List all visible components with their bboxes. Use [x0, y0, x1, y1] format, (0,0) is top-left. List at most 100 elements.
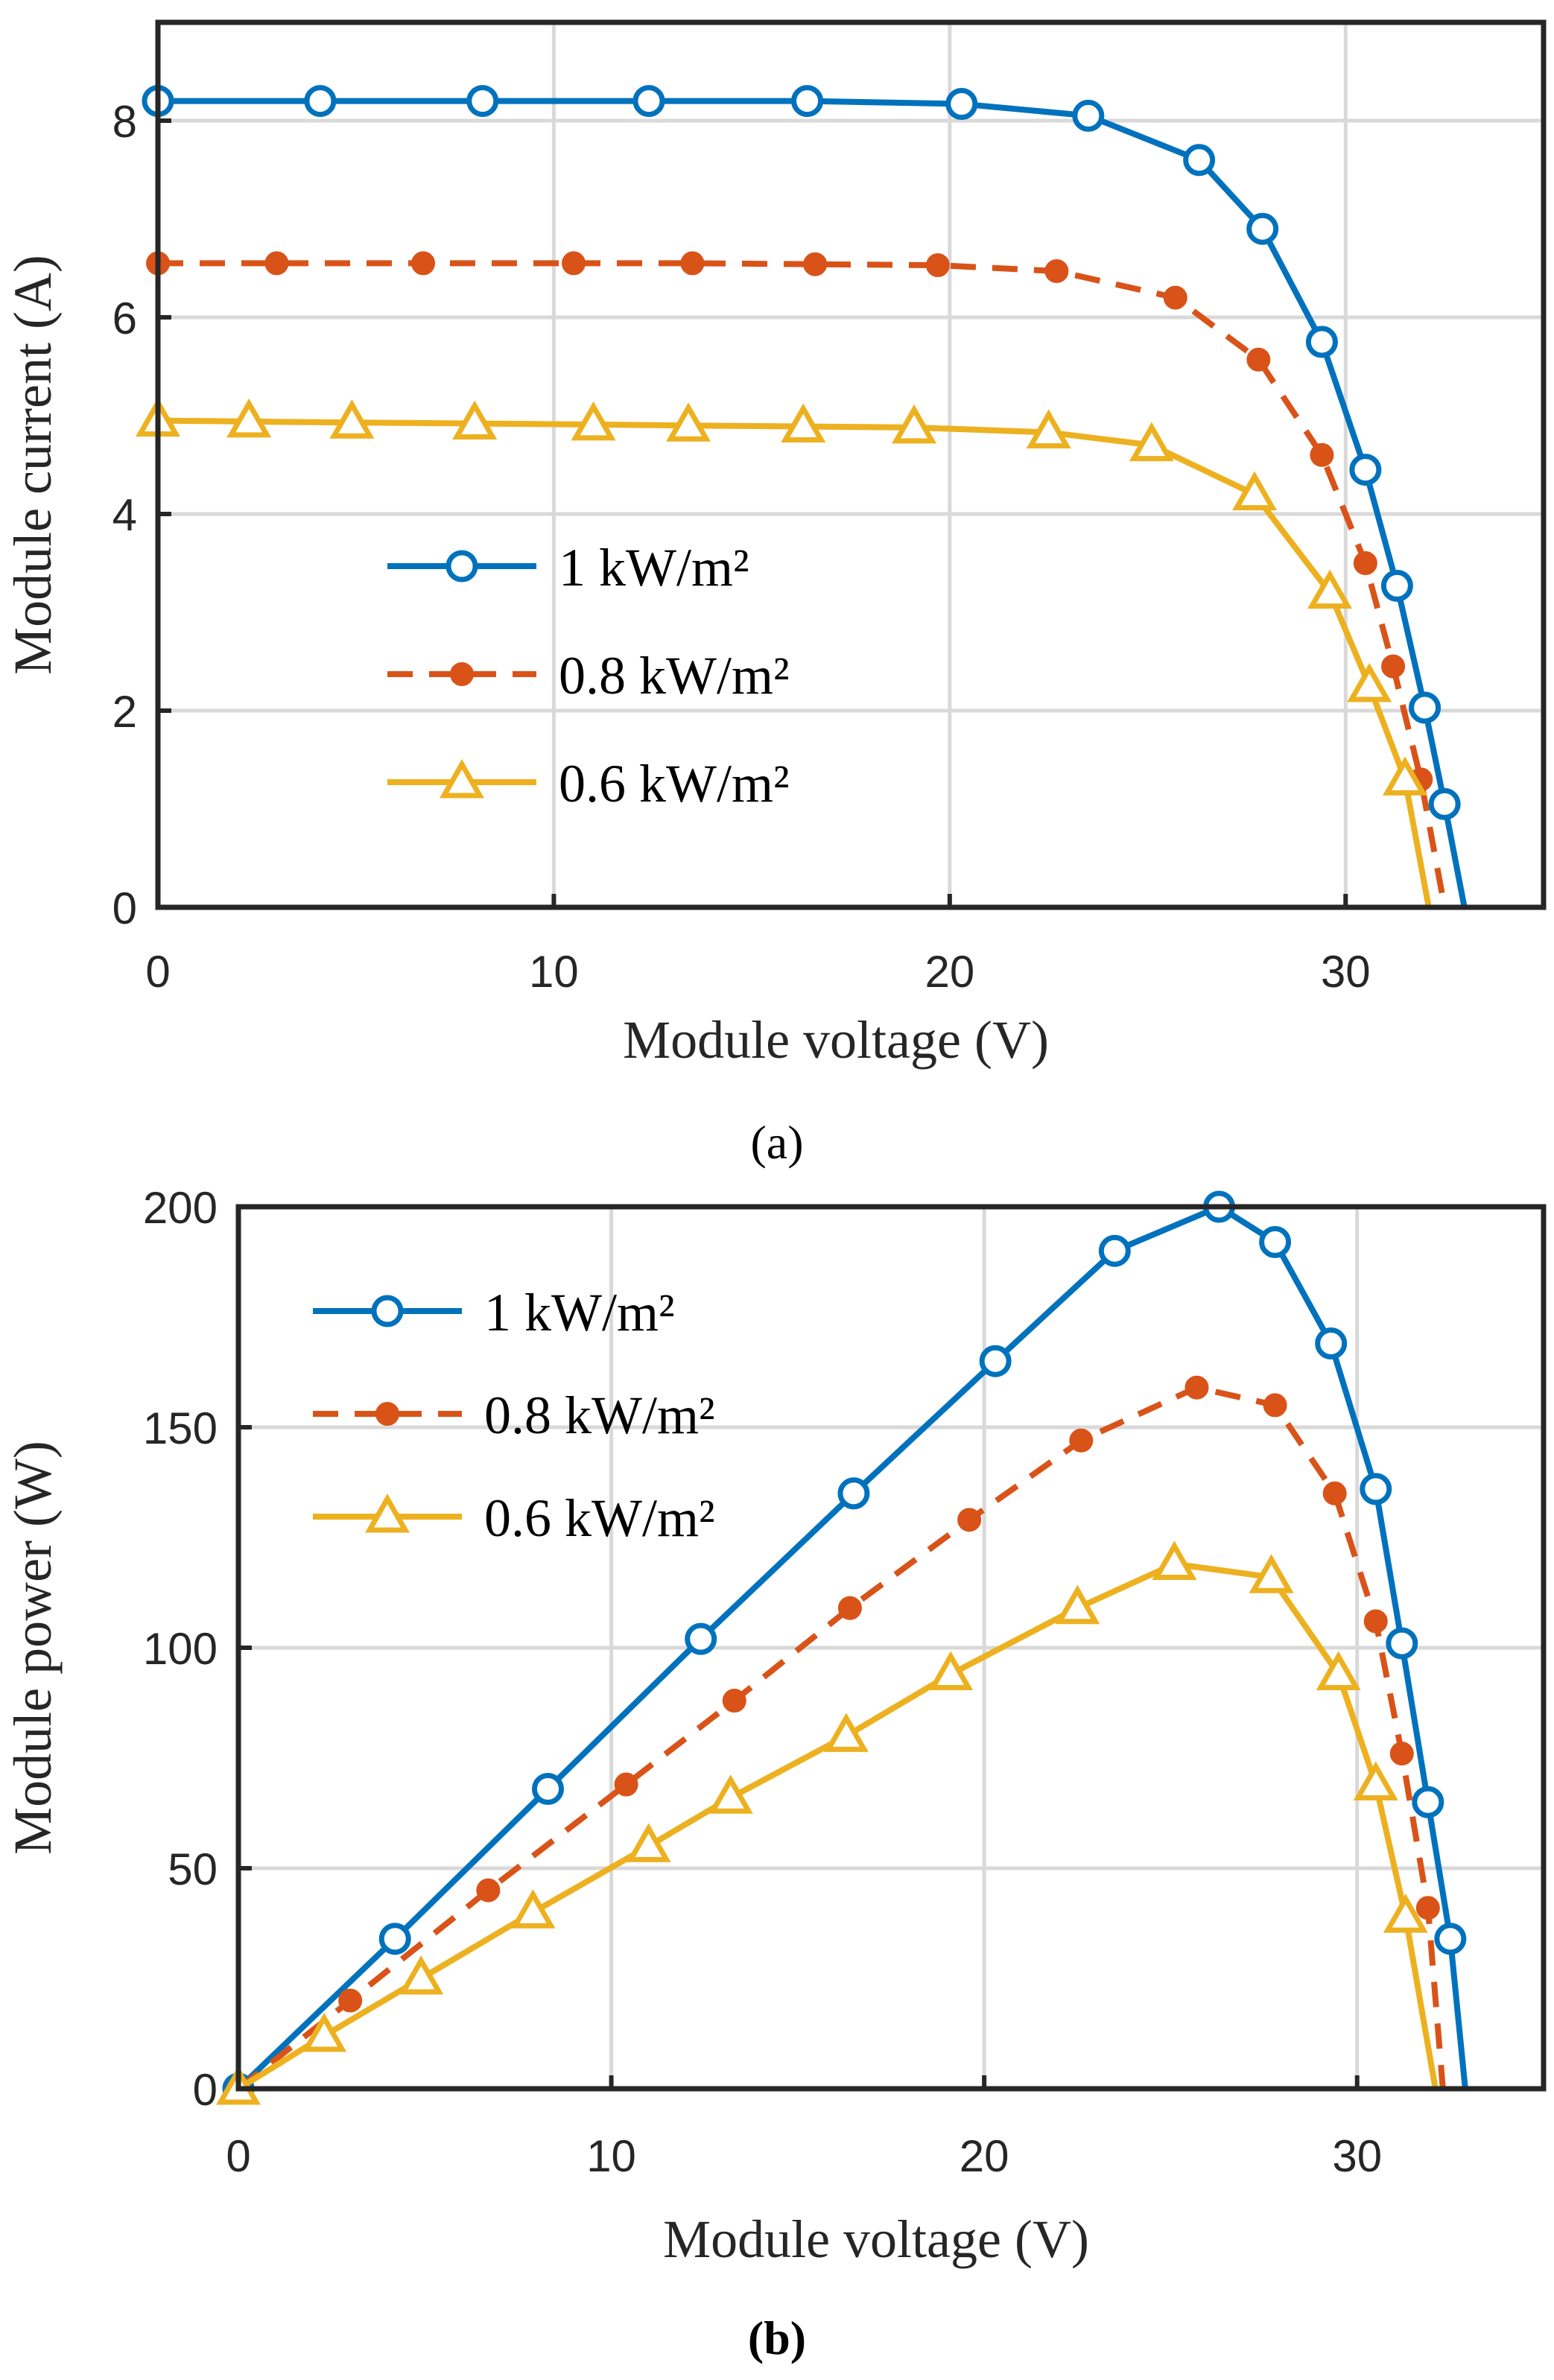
data-point [1434, 1923, 1467, 1955]
data-point [979, 1345, 1012, 1377]
data-point [510, 1889, 556, 1929]
axes-frame [155, 19, 1547, 910]
data-point [1380, 569, 1413, 602]
series-2 [146, 251, 1448, 908]
data-point [1310, 442, 1334, 467]
legend-marker [439, 758, 485, 799]
data-point [411, 251, 436, 276]
data-point [1316, 1651, 1361, 1691]
data-point [1322, 1481, 1347, 1505]
legend-label: 0.8 kW/m² [559, 646, 790, 705]
data-point [1246, 347, 1271, 372]
data-point [1098, 1234, 1131, 1267]
data-point [945, 88, 978, 121]
data-point [837, 1477, 870, 1510]
y-tick-label: 4 [112, 490, 137, 540]
series-line [236, 1561, 1439, 2092]
data-point [1386, 1627, 1418, 1660]
legend: 1 kW/m² 0.8 kW/m² 0.6 kW/m² [313, 1283, 715, 1548]
data-point [338, 1988, 363, 2013]
data-point [1381, 654, 1406, 679]
data-point [781, 403, 826, 443]
data-point [1163, 285, 1187, 310]
legend-marker [375, 1402, 399, 1426]
data-point [304, 85, 337, 118]
legend-marker [371, 1295, 404, 1327]
data-point [1069, 1428, 1094, 1453]
y-tick-label: 200 [143, 1183, 218, 1233]
y-tick-label: 8 [112, 97, 137, 147]
legend-label: 1 kW/m² [559, 538, 749, 597]
data-point [626, 1823, 671, 1862]
legend-marker [450, 662, 474, 686]
x-tick-label: 20 [960, 2131, 1009, 2181]
data-point [476, 1878, 501, 1903]
data-point [378, 1923, 411, 1955]
data-point [1026, 409, 1071, 448]
data-point [1409, 691, 1442, 724]
data-point [957, 1508, 982, 1532]
x-tick-label: 0 [226, 2131, 250, 2181]
data-point [891, 404, 937, 444]
data-point [1249, 1554, 1294, 1593]
y-axis-label: Module current (A) [3, 255, 63, 675]
data-point [1263, 1393, 1287, 1418]
data-point [1055, 1584, 1100, 1625]
data-point [264, 251, 289, 276]
data-point [1360, 1473, 1392, 1505]
data-point [1307, 569, 1353, 609]
chart-panel-b: 0 10 20 30 0 50 100 150 200 Module voltage (V) Mod… [3, 1183, 1547, 2364]
data-point [1305, 326, 1338, 358]
y-tick-label: 6 [112, 293, 137, 343]
x-tick-label: 20 [925, 947, 974, 997]
data-point [632, 85, 665, 118]
legend: 1 kW/m² 0.8 kW/m² 0.6 kW/m² [387, 538, 790, 813]
data-point [1072, 99, 1105, 132]
data-point [823, 1713, 869, 1752]
data-point [1232, 471, 1278, 511]
y-tick-label: 100 [143, 1624, 218, 1674]
legend-marker [364, 1493, 410, 1533]
data-point [925, 253, 950, 278]
x-axis-label: Module voltage (V) [623, 1010, 1049, 1070]
legend-label: 0.6 kW/m² [484, 1488, 715, 1548]
data-point [1382, 756, 1428, 796]
data-point [1347, 662, 1392, 702]
data-point [1259, 1225, 1292, 1258]
legend-label: 0.8 kW/m² [484, 1386, 715, 1445]
data-point [837, 1596, 862, 1620]
data-point [1315, 1327, 1348, 1360]
data-point [1152, 1540, 1197, 1581]
data-point [399, 1955, 444, 1995]
data-point [1184, 1375, 1209, 1400]
data-point [803, 252, 828, 276]
legend-label: 1 kW/m² [484, 1283, 675, 1342]
x-tick-label: 30 [1332, 2131, 1382, 2181]
data-point [1412, 1786, 1444, 1818]
legend-marker [445, 550, 478, 583]
x-tick-label: 10 [586, 2131, 636, 2181]
series-3 [215, 1540, 1439, 2105]
data-point [1383, 1894, 1428, 1933]
data-point [791, 85, 824, 118]
x-tick-label: 10 [529, 947, 579, 997]
data-point [666, 402, 711, 442]
data-point [928, 1651, 974, 1691]
data-point [1363, 1609, 1388, 1634]
series-2 [226, 1375, 1446, 2101]
data-point [452, 400, 498, 440]
y-tick-label: 150 [143, 1403, 218, 1453]
y-tick-label: 0 [112, 883, 137, 933]
data-point [708, 1774, 753, 1814]
data-point [571, 401, 616, 441]
data-point [1183, 144, 1216, 177]
y-tick-label: 0 [193, 2065, 218, 2115]
data-point [1415, 1896, 1440, 1920]
panel-label: (b) [748, 2311, 806, 2364]
series-line [157, 417, 1432, 908]
data-point [722, 1689, 746, 1713]
data-point [685, 1622, 717, 1655]
data-point [562, 251, 586, 276]
data-point [614, 1772, 638, 1797]
